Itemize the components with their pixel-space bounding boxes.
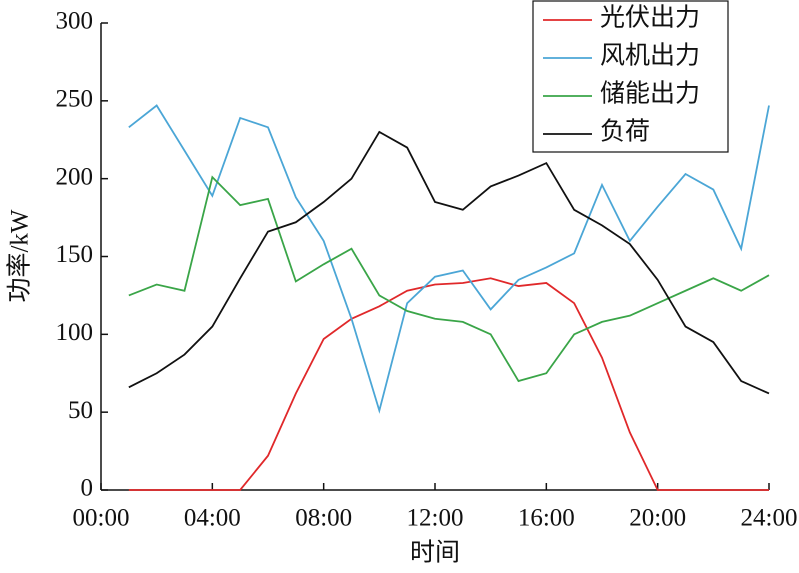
- y-tick-label: 50: [68, 397, 93, 424]
- series-line: [128, 175, 770, 383]
- series-line: [128, 277, 769, 491]
- x-tick-label: 24:00: [741, 505, 798, 532]
- x-tick-label: 12:00: [407, 505, 464, 532]
- legend-label: 光伏出力: [600, 4, 700, 32]
- y-tick-label: 0: [81, 475, 94, 502]
- y-tick-label: 200: [56, 163, 94, 190]
- y-tick-label: 100: [56, 319, 94, 346]
- legend-box: [532, 0, 729, 153]
- series-line: [128, 104, 770, 414]
- legend-label: 储能出力: [600, 80, 700, 108]
- y-tick-label: 250: [56, 86, 94, 113]
- y-tick-label: 300: [56, 8, 94, 35]
- y-tick-label: 150: [56, 241, 94, 268]
- legend-label: 风机出力: [600, 42, 700, 70]
- x-tick-label: 00:00: [73, 505, 130, 532]
- x-tick-label: 16:00: [518, 505, 575, 532]
- legend-label: 负荷: [600, 118, 650, 146]
- series-line: [128, 130, 770, 395]
- x-tick-label: 08:00: [295, 505, 352, 532]
- x-axis-label: 时间: [410, 539, 460, 567]
- x-tick-label: 20:00: [629, 505, 686, 532]
- x-tick-label: 04:00: [184, 505, 241, 532]
- y-axis-label: 功率/kW: [6, 209, 34, 302]
